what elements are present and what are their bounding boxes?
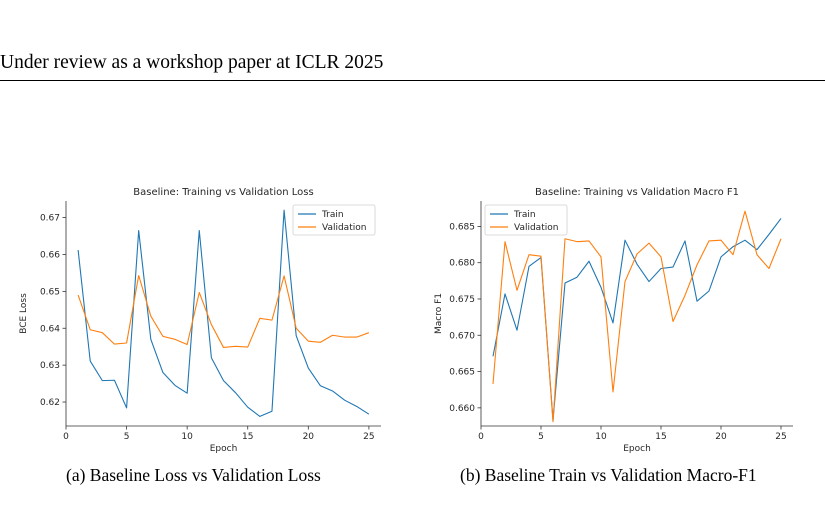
f1-x-axis-label: Epoch: [623, 444, 651, 454]
f1-legend: Train Validation: [484, 204, 568, 236]
f1-y-tick-label: 0.665: [449, 368, 475, 378]
f1-x-tick-label: 5: [538, 432, 544, 442]
loss-legend-label-validation: Validation: [322, 223, 366, 233]
f1-legend-label-validation: Validation: [514, 223, 558, 233]
loss-y-tick-label: 0.64: [40, 324, 60, 334]
loss-legend: Train Validation: [292, 204, 376, 236]
loss-x-axis-label: Epoch: [210, 444, 238, 454]
loss-x-tick-label: 5: [124, 432, 130, 442]
macro-f1-chart: Baseline: Training vs Validation Macro F…: [415, 178, 825, 458]
f1-y-tick-label: 0.685: [449, 222, 475, 232]
loss-x-tick-label: 10: [181, 432, 193, 442]
f1-x-tick-label: 0: [478, 432, 484, 442]
f1-y-tick-label: 0.660: [449, 404, 475, 414]
caption-loss: (a) Baseline Loss vs Validation Loss: [66, 465, 321, 485]
header-rule: [0, 80, 825, 81]
loss-legend-label-train: Train: [321, 210, 344, 220]
macro-f1-chart-svg: Baseline: Training vs Validation Macro F…: [434, 187, 793, 454]
f1-x-tick-label: 20: [715, 432, 727, 442]
f1-legend-label-train: Train: [513, 210, 536, 220]
f1-series-validation-line: [492, 210, 782, 423]
caption-f1: (b) Baseline Train vs Validation Macro-F…: [460, 465, 757, 485]
f1-y-tick-label: 0.675: [449, 295, 475, 305]
loss-y-tick-label: 0.66: [40, 250, 60, 260]
loss-series-validation-line: [77, 274, 370, 348]
loss-y-axis-label: BCE Loss: [19, 293, 29, 334]
loss-chart-svg: Baseline: Training vs Validation Loss 0 5 1…: [19, 187, 381, 454]
loss-y-tick-label: 0.65: [40, 287, 60, 297]
loss-x-tick-label: 15: [242, 432, 253, 442]
f1-y-tick-label: 0.680: [449, 259, 475, 269]
f1-y-axis-label: Macro F1: [434, 293, 444, 334]
f1-chart-title: Baseline: Training vs Validation Macro F…: [535, 187, 739, 198]
f1-x-tick-label: 25: [775, 432, 786, 442]
page-header: Under review as a workshop paper at ICLR…: [0, 52, 384, 73]
loss-series-train-line: [77, 209, 370, 417]
loss-y-tick-label: 0.67: [40, 214, 60, 224]
loss-x-tick-label: 20: [303, 432, 315, 442]
loss-chart: Baseline: Training vs Validation Loss 0 5 1…: [8, 178, 418, 458]
f1-x-tick-label: 10: [595, 432, 607, 442]
loss-x-tick-label: 25: [363, 432, 374, 442]
f1-series-train-line: [492, 218, 782, 421]
loss-y-tick-label: 0.62: [40, 398, 60, 408]
loss-y-tick-label: 0.63: [40, 361, 60, 371]
f1-x-tick-label: 15: [655, 432, 666, 442]
f1-y-tick-label: 0.670: [449, 331, 475, 341]
loss-x-tick-label: 0: [63, 432, 69, 442]
loss-chart-title: Baseline: Training vs Validation Loss: [133, 187, 313, 198]
